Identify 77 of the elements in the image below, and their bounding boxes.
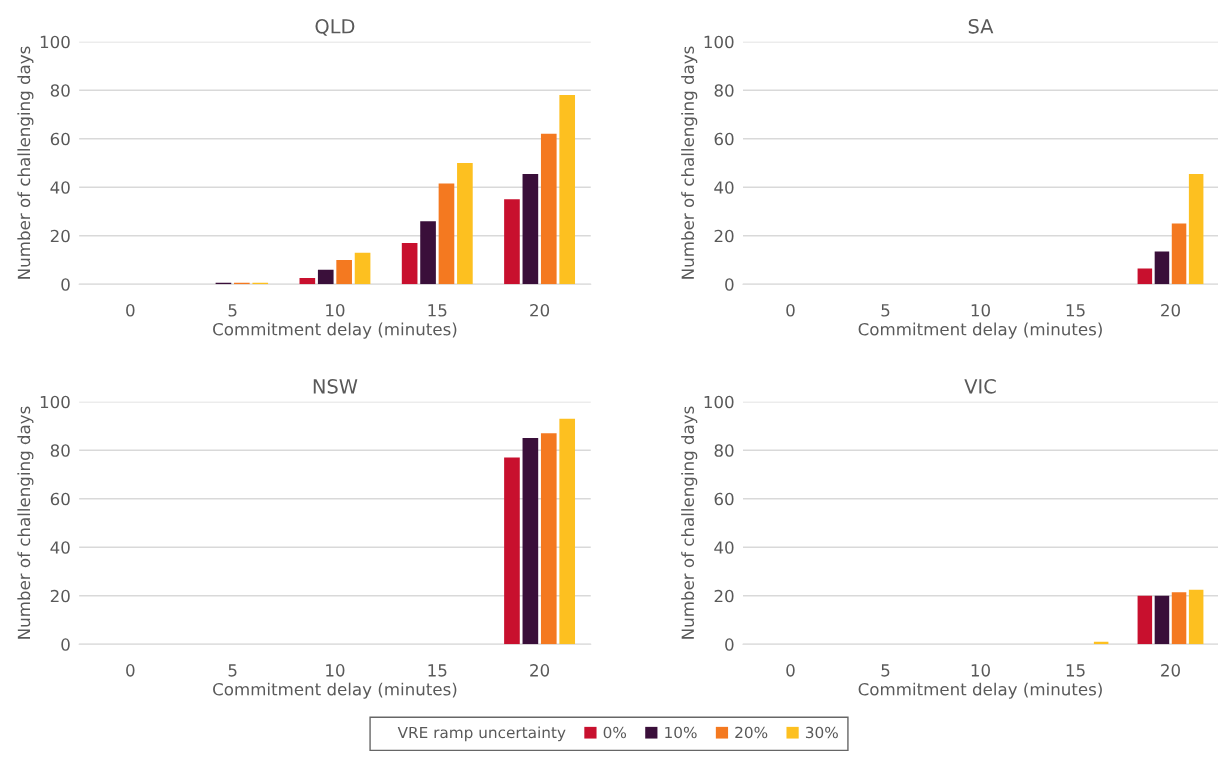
y-axis-title: Number of challenging days [17,406,34,639]
x-tick-label: 0 [126,303,135,317]
legend-label: 10% [665,726,697,739]
x-tick-label: 5 [881,664,890,677]
x-tick-label: 20 [530,303,550,317]
bar [504,199,520,285]
y-tick-label: 20 [714,229,734,243]
x-axis-title: Commitment delay (minutes) [858,322,1102,339]
y-tick-label: 20 [50,229,70,243]
y-tick-label: 40 [50,181,70,194]
y-tick-label: 80 [714,84,734,97]
y-tick-label: 0 [61,638,70,651]
x-tick-label: 15 [1066,304,1085,317]
y-tick-label: 80 [50,444,70,457]
x-tick-label: 5 [228,304,237,317]
x-tick-label: 0 [126,664,135,677]
bar [559,95,576,285]
y-tick-label: 0 [725,278,734,291]
y-tick-label: 20 [50,589,70,603]
y-tick-label: 0 [725,638,734,651]
bar [401,243,418,285]
bar [317,269,334,285]
bar [1154,595,1170,645]
y-tick-label: 60 [714,132,734,146]
chart-title: NSW [313,378,358,394]
x-axis-title: Commitment delay (minutes) [858,682,1102,699]
y-tick-label: 60 [714,492,734,506]
y-axis-title: Number of challenging days [681,46,698,279]
y-tick-label: 100 [40,395,70,409]
bar [1171,592,1187,645]
legend-title: VRE ramp uncertainty [397,726,566,742]
x-tick-label: 5 [881,304,890,317]
x-tick-label: 10 [971,664,990,677]
x-tick-label: 15 [428,664,447,677]
y-tick-label: 80 [714,444,734,457]
y-axis-title: Number of challenging days [17,46,34,279]
x-tick-label: 5 [228,664,237,677]
x-tick-label: 15 [1066,664,1085,677]
bar [457,162,473,285]
y-tick-label: 40 [50,541,70,554]
y-tick-label: 40 [714,541,734,554]
y-tick-label: 100 [704,35,734,49]
bar [420,221,436,285]
y-tick-label: 100 [704,395,734,409]
bar [1188,589,1204,645]
bar [336,259,352,285]
bar [1137,595,1153,645]
x-tick-label: 15 [428,304,447,317]
x-tick-label: 20 [530,664,550,677]
chart-title: QLD [315,18,355,36]
legend-label: 0% [603,726,627,739]
x-tick-label: 10 [326,303,345,317]
x-tick-label: 20 [1161,664,1180,677]
legend-label: 20% [735,726,768,739]
y-tick-label: 60 [50,132,70,146]
x-tick-label: 0 [786,303,795,317]
y-tick-label: 40 [714,181,734,194]
y-axis-title: Number of challenging days [681,406,698,639]
y-tick-label: 100 [40,35,70,49]
chart-title: VIC [964,378,996,394]
y-tick-label: 80 [50,84,70,97]
x-axis-title: Commitment delay (minutes) [213,682,457,699]
legend-label: 30% [805,726,838,739]
chart-title: SA [968,18,994,34]
bar [522,173,539,285]
bar [438,183,455,285]
bar [540,133,557,285]
x-tick-label: 0 [786,664,795,677]
bar [354,252,371,285]
y-tick-label: 60 [50,492,70,506]
x-tick-label: 10 [326,664,345,677]
x-axis-title: Commitment delay (minutes) [213,322,457,339]
x-tick-label: 20 [1161,303,1180,317]
x-tick-label: 10 [971,303,990,317]
bar [299,277,316,285]
y-tick-label: 20 [714,589,734,603]
y-tick-label: 0 [61,278,70,291]
